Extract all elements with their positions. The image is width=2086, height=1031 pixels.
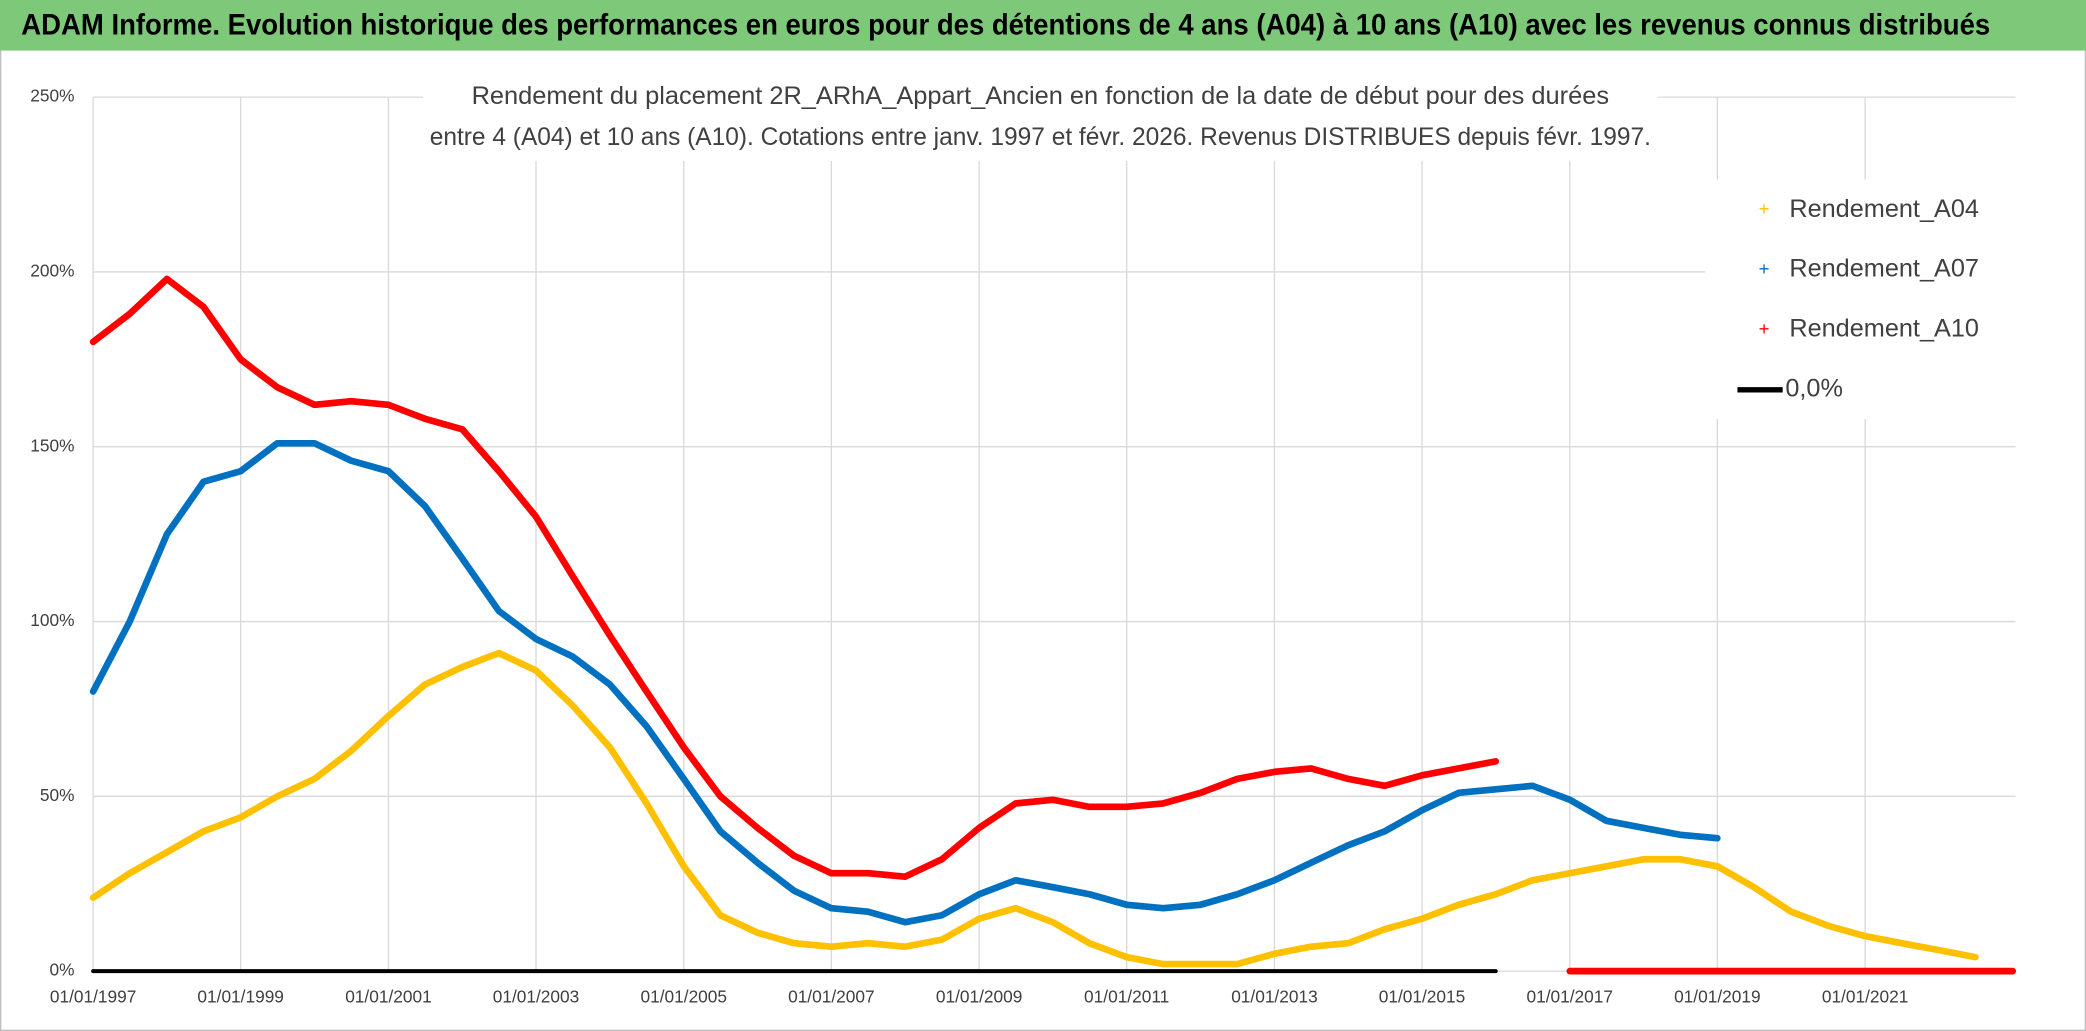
chart-title: entre 4 (A04) et 10 ans (A10). Cotations… (430, 123, 1651, 151)
x-tick-label: 01/01/2015 (1379, 986, 1466, 1006)
x-tick-label: 01/01/2009 (936, 986, 1023, 1006)
legend-marker: + (1759, 258, 1770, 279)
y-tick-label: 100% (30, 610, 74, 630)
legend-marker: + (1759, 318, 1770, 339)
series-line (89, 439, 1721, 926)
x-tick-label: 01/01/2003 (493, 986, 580, 1006)
chart-title: Rendement du placement 2R_ARhA_Appart_An… (472, 82, 1609, 110)
y-tick-label: 200% (30, 260, 74, 280)
legend-marker: + (1759, 198, 1770, 219)
x-tick-label: 01/01/2001 (345, 986, 432, 1006)
legend-label: 0,0% (1785, 374, 1843, 402)
header-title: ADAM Informe. Evolution historique des p… (21, 9, 1990, 41)
series-line (89, 275, 2017, 975)
legend-label: Rendement_A07 (1789, 255, 1979, 283)
x-tick-label: 01/01/2007 (788, 986, 875, 1006)
x-tick-label: 01/01/2013 (1231, 986, 1318, 1006)
x-tick-label: 01/01/2011 (1084, 986, 1169, 1006)
y-tick-label: 50% (40, 785, 75, 805)
legend-box (1705, 179, 2020, 420)
title-box (423, 75, 1658, 161)
legend-label: Rendement_A10 (1789, 315, 1979, 343)
x-tick-label: 01/01/1999 (197, 986, 284, 1006)
y-tick-label: 250% (30, 86, 74, 106)
legend-label: Rendement_A04 (1789, 195, 1979, 223)
header-band (0, 0, 2086, 51)
x-tick-label: 01/01/1997 (50, 986, 137, 1006)
y-tick-label: 0% (50, 960, 75, 980)
x-tick-label: 01/01/2019 (1674, 986, 1761, 1006)
y-tick-label: 150% (30, 435, 74, 455)
x-tick-label: 01/01/2021 (1822, 986, 1909, 1006)
x-tick-label: 01/01/2017 (1527, 986, 1614, 1006)
x-tick-label: 01/01/2005 (641, 986, 728, 1006)
series-line (89, 649, 1979, 968)
